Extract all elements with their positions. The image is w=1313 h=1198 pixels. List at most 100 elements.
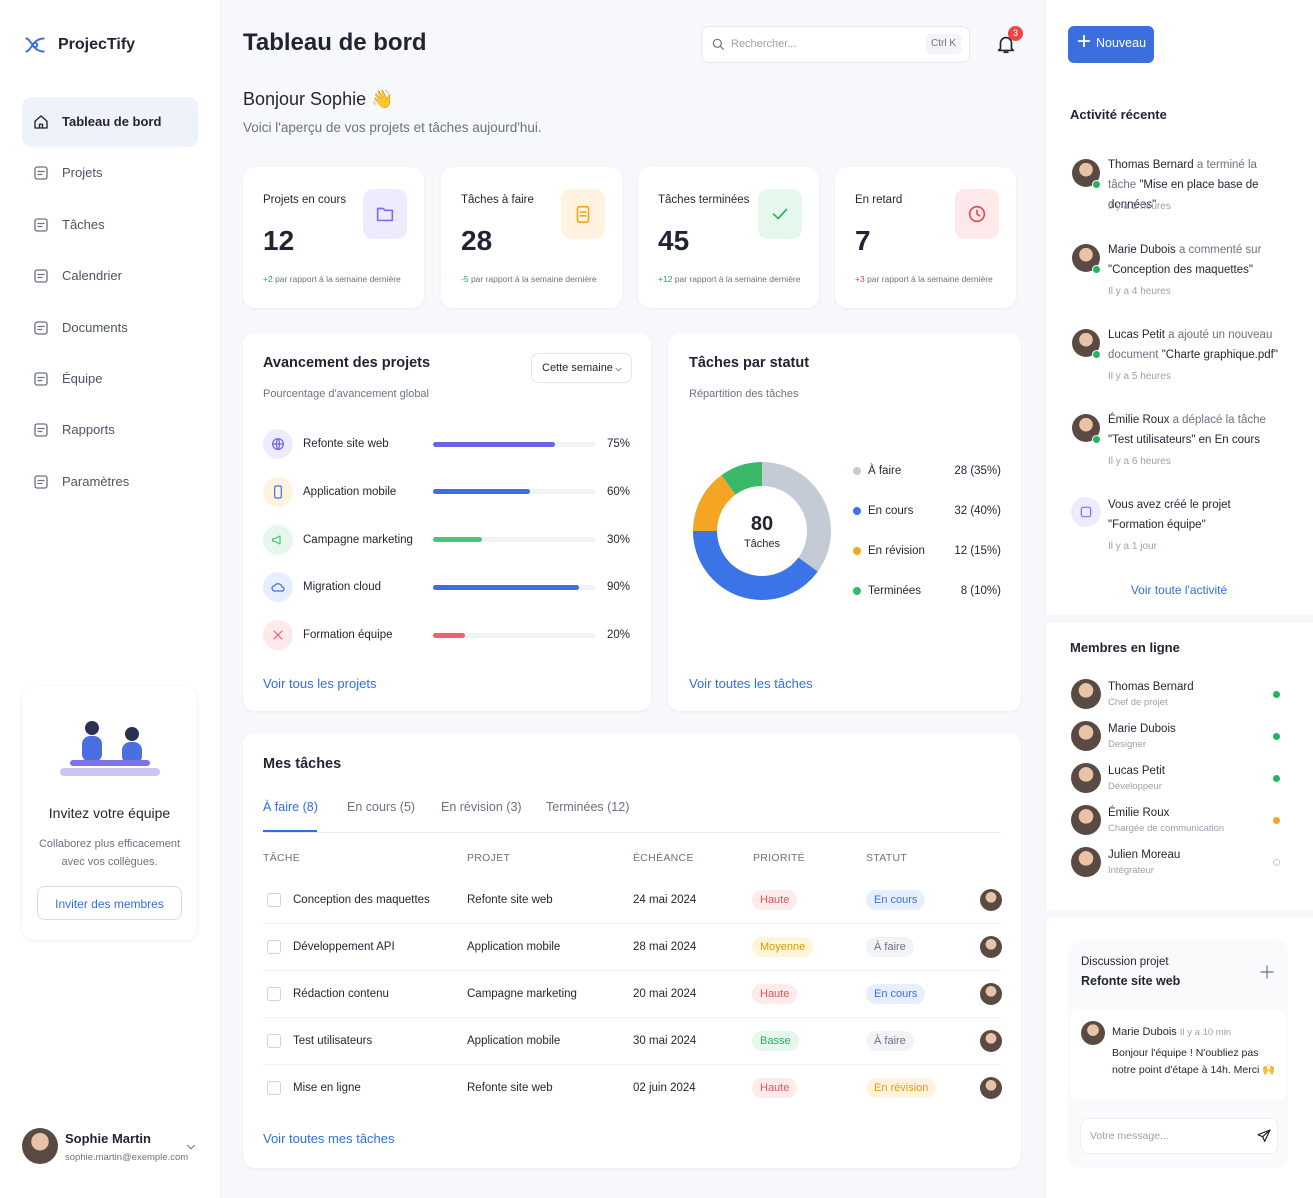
stat-trend: +3 par rapport à la semaine dernière — [855, 272, 993, 286]
nav-item[interactable]: Équipe — [62, 370, 103, 386]
member-name: Émilie Roux — [1108, 806, 1170, 819]
project-percent: 60% — [606, 485, 630, 498]
search-box[interactable] — [701, 26, 970, 63]
activity-actor: Émilie Roux — [1108, 414, 1170, 426]
new-button-label: Nouveau — [1096, 36, 1147, 51]
chat-message-text: Bonjour l'équipe ! N'oubliez pas notre p… — [1112, 1047, 1276, 1076]
user-avatar — [22, 1128, 58, 1164]
task-due: 28 mai 2024 — [633, 940, 697, 953]
task-name: Test utilisateurs — [293, 1034, 373, 1047]
task-project: Refonte site web — [467, 1081, 553, 1094]
project-percent: 75% — [606, 437, 630, 450]
activity-presence — [1092, 180, 1101, 189]
activity-object: "Mise en place base de données" — [1108, 179, 1259, 211]
project-icon — [270, 627, 286, 643]
greeting-title: Bonjour Sophie 👋 — [243, 89, 394, 110]
nav-item[interactable]: Documents — [62, 319, 128, 335]
status-badge: En révision — [866, 1078, 937, 1098]
nav-item[interactable]: Tâches — [62, 216, 105, 232]
projects-link[interactable]: Voir tous les projets — [263, 675, 377, 691]
search-shortcut: Ctrl K — [926, 34, 961, 54]
nav-item[interactable]: Calendrier — [62, 268, 122, 284]
nav-item[interactable]: Rapports — [62, 422, 115, 438]
member-avatar — [1071, 805, 1101, 835]
status-badge: À faire — [866, 937, 914, 957]
member-presence — [1273, 816, 1280, 824]
status-link[interactable]: Voir toutes les tâches — [689, 675, 813, 691]
donut-total-label: Tâches — [743, 538, 781, 551]
task-project: Application mobile — [467, 1034, 561, 1047]
task-tab[interactable]: En révision (3) — [441, 800, 522, 815]
period-filter[interactable]: Cette semaine — [531, 353, 632, 383]
status-badge: En cours — [866, 890, 926, 910]
member-avatar — [1071, 721, 1101, 751]
page-title: Tableau de bord — [243, 29, 427, 57]
activity-link[interactable]: Voir toute l'activité — [1130, 582, 1228, 597]
status-badge: À faire — [866, 1031, 914, 1051]
progress-bar — [433, 489, 531, 495]
column-header: TÂCHE — [263, 851, 301, 864]
donut-segment — [693, 475, 736, 531]
activity-text: Lucas Petit a ajouté un nouveau document… — [1108, 325, 1286, 365]
donut-segment — [762, 462, 831, 572]
stat-icon — [769, 203, 791, 225]
invite-card — [22, 686, 197, 940]
stat-label: Projets en cours — [263, 193, 347, 206]
priority-badge: Basse — [752, 1031, 799, 1051]
project-icon — [270, 484, 286, 500]
task-checkbox[interactable] — [267, 987, 281, 1001]
invite-button[interactable]: Inviter des membres — [37, 886, 182, 920]
member-role: Designer — [1108, 739, 1147, 751]
legend-name: À faire — [868, 464, 902, 477]
tabs-divider — [263, 832, 1001, 833]
stat-label: En retard — [855, 193, 903, 206]
stat-delta: +2 — [263, 274, 273, 284]
chat-expand — [1259, 964, 1275, 980]
progress-bar — [433, 632, 466, 638]
task-checkbox[interactable] — [267, 893, 281, 907]
status-badge: En cours — [866, 984, 926, 1004]
assignee-avatar — [980, 889, 1002, 911]
task-name: Conception des maquettes — [293, 893, 430, 906]
project-icon-bg — [263, 572, 293, 603]
activity-actor: Lucas Petit — [1108, 329, 1165, 341]
priority-badge: Haute — [752, 890, 798, 910]
invite-illustration — [60, 718, 160, 778]
assignee-avatar — [980, 1077, 1002, 1099]
assignee-avatar — [980, 983, 1002, 1005]
members-title: Membres en ligne — [1070, 639, 1180, 655]
member-role: Chef de projet — [1108, 697, 1168, 709]
task-tab[interactable]: À faire (8) — [263, 800, 318, 815]
nav-item[interactable]: Paramètres — [62, 473, 130, 489]
task-checkbox[interactable] — [267, 1081, 281, 1095]
assignee-avatar — [980, 1030, 1002, 1052]
project-icon-bg — [263, 524, 293, 555]
nav-item[interactable]: Tableau de bord — [62, 113, 162, 129]
task-checkbox[interactable] — [267, 1034, 281, 1048]
priority-badge: Haute — [752, 1078, 798, 1098]
donut-segment — [721, 462, 762, 495]
task-name: Mise en ligne — [293, 1081, 361, 1094]
activity-action: a terminé la tâche — [1108, 159, 1257, 191]
tasks-link[interactable]: Voir toutes mes tâches — [263, 1130, 395, 1146]
progress-card — [243, 333, 651, 711]
tasks-title: Mes tâches — [263, 755, 342, 772]
status-card — [668, 333, 1021, 711]
stat-delta: +12 — [658, 274, 673, 284]
stat-value: 7 — [855, 225, 871, 257]
search-icon — [710, 36, 726, 52]
column-header: PROJET — [467, 851, 511, 864]
stat-label: Tâches terminées — [658, 193, 750, 206]
nav-item[interactable]: Projets — [62, 165, 103, 181]
donut-segment — [693, 531, 818, 600]
stat-value: 28 — [461, 225, 493, 257]
chat-input[interactable] — [1080, 1118, 1278, 1154]
task-tab[interactable]: Terminées (12) — [546, 800, 630, 815]
task-checkbox[interactable] — [267, 940, 281, 954]
legend-value: 8 (10%) — [960, 584, 1001, 597]
progress-bar — [433, 441, 555, 447]
task-tab[interactable]: En cours (5) — [347, 800, 416, 815]
panel-divider — [1045, 910, 1313, 918]
new-button[interactable] — [1068, 26, 1154, 63]
legend-dot — [853, 467, 861, 475]
